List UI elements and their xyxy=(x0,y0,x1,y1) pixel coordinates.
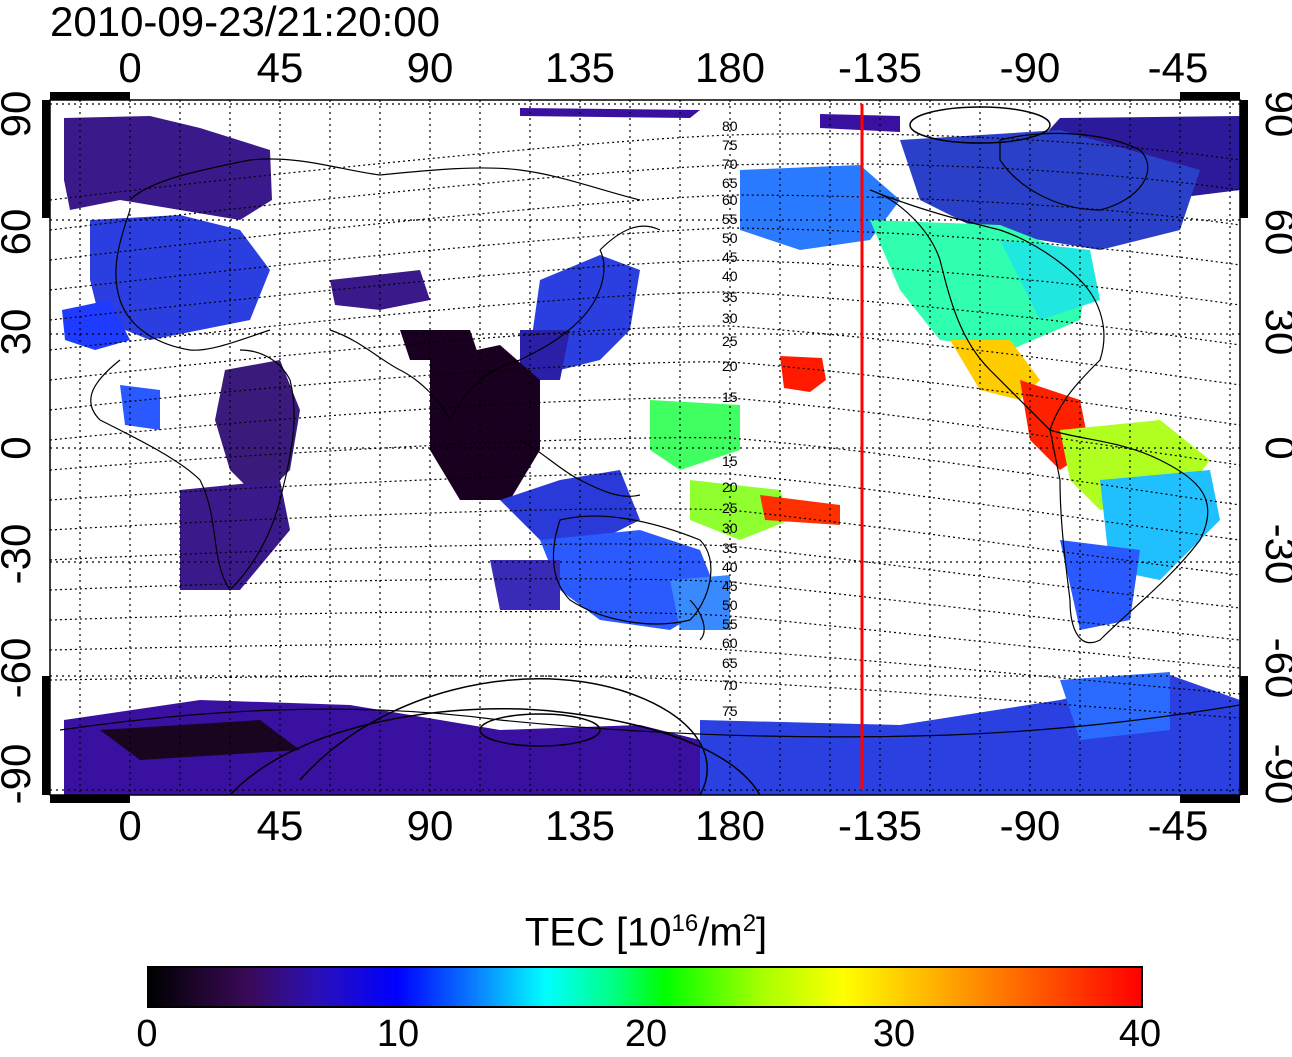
colorbar-title-exp2: 2 xyxy=(742,910,757,937)
contour-label: 65 xyxy=(722,655,738,671)
colorbar-title-suffix: ] xyxy=(756,910,768,955)
colorbar-tick: 10 xyxy=(376,1013,420,1055)
contour-label: 55 xyxy=(722,616,738,632)
tec-patch-usa-east xyxy=(1000,240,1100,320)
contour-label: 40 xyxy=(722,559,738,575)
bottom-lon-tick: 90 xyxy=(406,802,454,849)
contour-label: 45 xyxy=(722,249,738,265)
tec-patch-new-zealand xyxy=(670,575,730,630)
bottom-lon-tick: 180 xyxy=(694,802,766,849)
contour-label: 65 xyxy=(722,175,738,191)
tec-patch-middle-east xyxy=(330,270,430,310)
tec-patch-indonesia xyxy=(500,470,640,540)
plot-frame xyxy=(49,99,1241,796)
colorbar-tick: 30 xyxy=(872,1013,916,1055)
tec-patch-india-dark xyxy=(430,345,540,500)
contour-label: 50 xyxy=(722,597,738,613)
bottom-lon-tick: -135 xyxy=(837,802,923,849)
contour-label: 25 xyxy=(722,333,738,349)
tec-patch-pacific-south xyxy=(690,480,790,540)
tec-patch-north-eurasia xyxy=(64,116,272,220)
colorbar-tick: 0 xyxy=(136,1013,158,1055)
contour-label: 15 xyxy=(722,389,738,405)
bottom-lon-tick: -90 xyxy=(999,802,1061,849)
contour-label: 40 xyxy=(722,268,738,284)
bottom-lon-tick: 45 xyxy=(256,802,304,849)
contour-label: 60 xyxy=(722,635,738,651)
bottom-lon-tick: 135 xyxy=(544,802,616,849)
map-timestamp: 2010-09-23/21:20:00 xyxy=(50,0,440,45)
contour-label: 75 xyxy=(722,137,738,153)
magnetic-contours xyxy=(50,133,1240,719)
contour-label: 30 xyxy=(722,310,738,326)
tec-patch-africa-west xyxy=(120,385,160,430)
colorbar xyxy=(147,966,1143,1008)
colorbar-title-mid: /m xyxy=(698,910,743,955)
contour-label: 15 xyxy=(722,453,738,469)
colorbar-title-prefix: TEC [10 xyxy=(524,910,672,955)
tec-patch-europe xyxy=(90,215,270,340)
contour-label: 70 xyxy=(722,156,738,172)
contour-label: 75 xyxy=(722,703,738,719)
top-lon-tick: 90 xyxy=(406,44,454,91)
top-lon-tick: -135 xyxy=(837,44,923,91)
tec-data-patches xyxy=(62,108,1240,795)
contour-label: 30 xyxy=(722,520,738,536)
tec-patch-africa-east xyxy=(215,360,300,500)
contour-label: 80 xyxy=(722,118,738,134)
tec-patch-arctic-top-right xyxy=(820,114,900,132)
colorbar-tick: 40 xyxy=(1118,1013,1162,1055)
tec-patch-arctic-top xyxy=(520,108,700,118)
tec-patch-europe-west xyxy=(62,300,130,350)
graticule xyxy=(50,100,1240,795)
contour-labels-north: 80 75 70 65 60 55 50 45 40 35 30 25 20 1… xyxy=(722,118,738,405)
coastlines xyxy=(59,132,1240,738)
top-lon-tick: 0 xyxy=(118,44,142,91)
bottom-lon-tick: 0 xyxy=(118,802,142,849)
top-lon-tick: 180 xyxy=(694,44,766,91)
contour-label: 20 xyxy=(722,358,738,374)
tec-patch-east-asia-deep xyxy=(520,330,570,380)
contour-label: 50 xyxy=(722,230,738,246)
tec-patch-africa-south xyxy=(180,480,290,590)
solid-contours xyxy=(229,106,1051,795)
contour-label: 35 xyxy=(722,289,738,305)
tec-patch-pacific-green xyxy=(650,400,740,470)
top-lon-tick: 45 xyxy=(256,44,304,91)
colorbar-title-exp: 16 xyxy=(671,910,699,937)
contour-label: 60 xyxy=(722,192,738,208)
bottom-lon-tick: -45 xyxy=(1147,802,1209,849)
top-lon-tick: 135 xyxy=(544,44,616,91)
top-lon-tick: -90 xyxy=(999,44,1061,91)
frame-bands xyxy=(42,92,1248,803)
colorbar-tick: 20 xyxy=(624,1013,668,1055)
top-lon-tick: -45 xyxy=(1147,44,1209,91)
tec-patch-antarctica-dark xyxy=(100,720,300,760)
colorbar-title: TEC [1016/m2] xyxy=(0,902,1292,954)
contour-label: 20 xyxy=(722,479,738,495)
tec-patch-antarctica-blue xyxy=(1060,672,1170,740)
contour-label: 25 xyxy=(722,500,738,516)
tec-patch-australia-west xyxy=(490,560,560,610)
tec-patch-pacific-hawaii xyxy=(780,356,826,392)
contour-label: 70 xyxy=(722,677,738,693)
tec-patch-alaska xyxy=(740,165,900,250)
contour-label: 35 xyxy=(722,540,738,556)
contour-label: 45 xyxy=(722,578,738,594)
contour-labels-south: 15 20 25 30 35 40 45 50 55 60 65 70 75 xyxy=(722,453,738,719)
tec-patch-india-dark-north xyxy=(400,330,480,360)
contour-label: 55 xyxy=(722,211,738,227)
